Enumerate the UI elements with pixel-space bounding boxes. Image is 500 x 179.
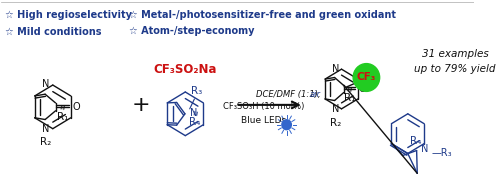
- Text: N: N: [42, 124, 50, 134]
- Text: ☆ High regioselectivity: ☆ High regioselectivity: [6, 10, 132, 20]
- Text: R₁: R₁: [344, 93, 355, 103]
- Text: CF₃: CF₃: [356, 72, 376, 83]
- Text: ≡: ≡: [60, 103, 67, 110]
- Text: Blue LEDs: Blue LEDs: [242, 116, 286, 125]
- Text: —R₃: —R₃: [432, 147, 452, 158]
- Text: R₁: R₁: [56, 112, 68, 122]
- Text: ≡: ≡: [192, 109, 200, 116]
- Text: N: N: [42, 79, 50, 89]
- Text: R₂: R₂: [40, 137, 52, 147]
- Text: R₂: R₂: [330, 118, 341, 128]
- Text: CF₃SO₃H (10 mol%): CF₃SO₃H (10 mol%): [223, 102, 304, 111]
- Text: CF₃SO₂Na: CF₃SO₂Na: [154, 63, 217, 76]
- Circle shape: [282, 120, 292, 130]
- Text: +: +: [132, 95, 150, 115]
- Text: O: O: [72, 102, 80, 112]
- Text: ☆ Atom-/step-economy: ☆ Atom-/step-economy: [128, 26, 254, 37]
- Text: ☆ Metal-/photosensitizer-free and green oxidant: ☆ Metal-/photosensitizer-free and green …: [128, 10, 396, 20]
- Text: R₄: R₄: [189, 117, 200, 127]
- Circle shape: [353, 64, 380, 91]
- Text: R₃: R₃: [190, 86, 202, 96]
- Text: N: N: [332, 105, 339, 115]
- Text: R₄: R₄: [410, 136, 422, 146]
- Text: O: O: [359, 84, 366, 94]
- Text: N: N: [190, 108, 197, 118]
- Text: 31 examples
up to 79% yield: 31 examples up to 79% yield: [414, 49, 496, 74]
- Text: N: N: [332, 64, 339, 74]
- Text: N: N: [422, 144, 428, 154]
- Text: DCE/DMF (1:1),: DCE/DMF (1:1),: [256, 90, 324, 100]
- Text: air: air: [310, 90, 320, 100]
- Text: ≡: ≡: [347, 86, 354, 93]
- Text: ☆ Mild conditions: ☆ Mild conditions: [6, 26, 102, 37]
